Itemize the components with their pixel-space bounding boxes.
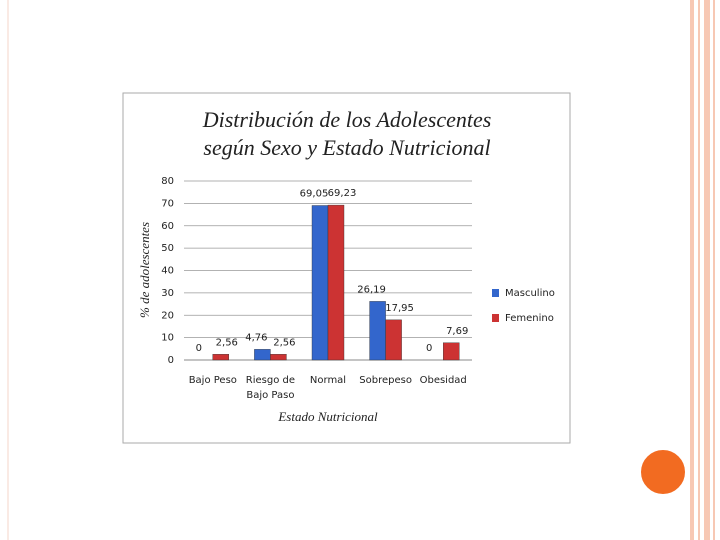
value-label: 7,69 [446,326,468,337]
x-tick-label: Obesidad [420,375,467,386]
y-tick-label: 70 [161,198,174,209]
bar [443,342,460,361]
y-tick-label: 30 [161,288,174,299]
bar [311,205,329,361]
decor-stripe [704,0,710,540]
y-tick-label: 50 [161,243,174,254]
value-label: 2,56 [273,337,295,348]
y-tick-label: 20 [161,310,174,321]
legend-swatch [492,314,499,322]
legend-label: Femenino [505,313,554,324]
y-tick-label: 60 [161,221,174,232]
bar [369,301,386,361]
decor-stripe [690,0,694,540]
x-tick-label: Sobrepeso [359,375,412,386]
decor-stripe [698,0,700,540]
x-tick-label: Normal [310,375,346,386]
value-label: 2,56 [216,337,238,348]
bar [327,204,345,361]
decor-stripe [713,0,715,540]
value-label: 69,05 [300,189,329,200]
bar [212,354,230,361]
y-axis-label: % de adolescentes [137,222,152,318]
bar [254,349,271,361]
decor-circle [639,448,687,496]
value-label: 17,95 [385,303,414,314]
value-label: 0 [426,343,432,354]
y-tick-label: 10 [161,333,174,344]
y-tick-label: 80 [161,176,174,187]
legend-label: Masculino [505,288,555,299]
legend-swatch [492,289,499,297]
value-label: 69,23 [328,188,357,199]
value-label: 26,19 [357,284,386,295]
x-tick-label: Bajo Peso [189,375,237,386]
x-axis-label: Estado Nutricional [277,409,378,424]
chart-title: Distribución de los Adolescentes [202,107,492,132]
x-tick-label: Bajo Paso [246,390,294,401]
value-label: 0 [196,343,202,354]
y-tick-label: 0 [168,355,174,366]
x-tick-label: Riesgo de [246,375,295,386]
y-tick-label: 40 [161,266,174,277]
chart-title: según Sexo y Estado Nutricional [203,135,490,160]
bar [385,319,402,361]
value-label: 4,76 [245,332,267,343]
chart-frame [122,92,571,444]
bar [270,354,287,361]
